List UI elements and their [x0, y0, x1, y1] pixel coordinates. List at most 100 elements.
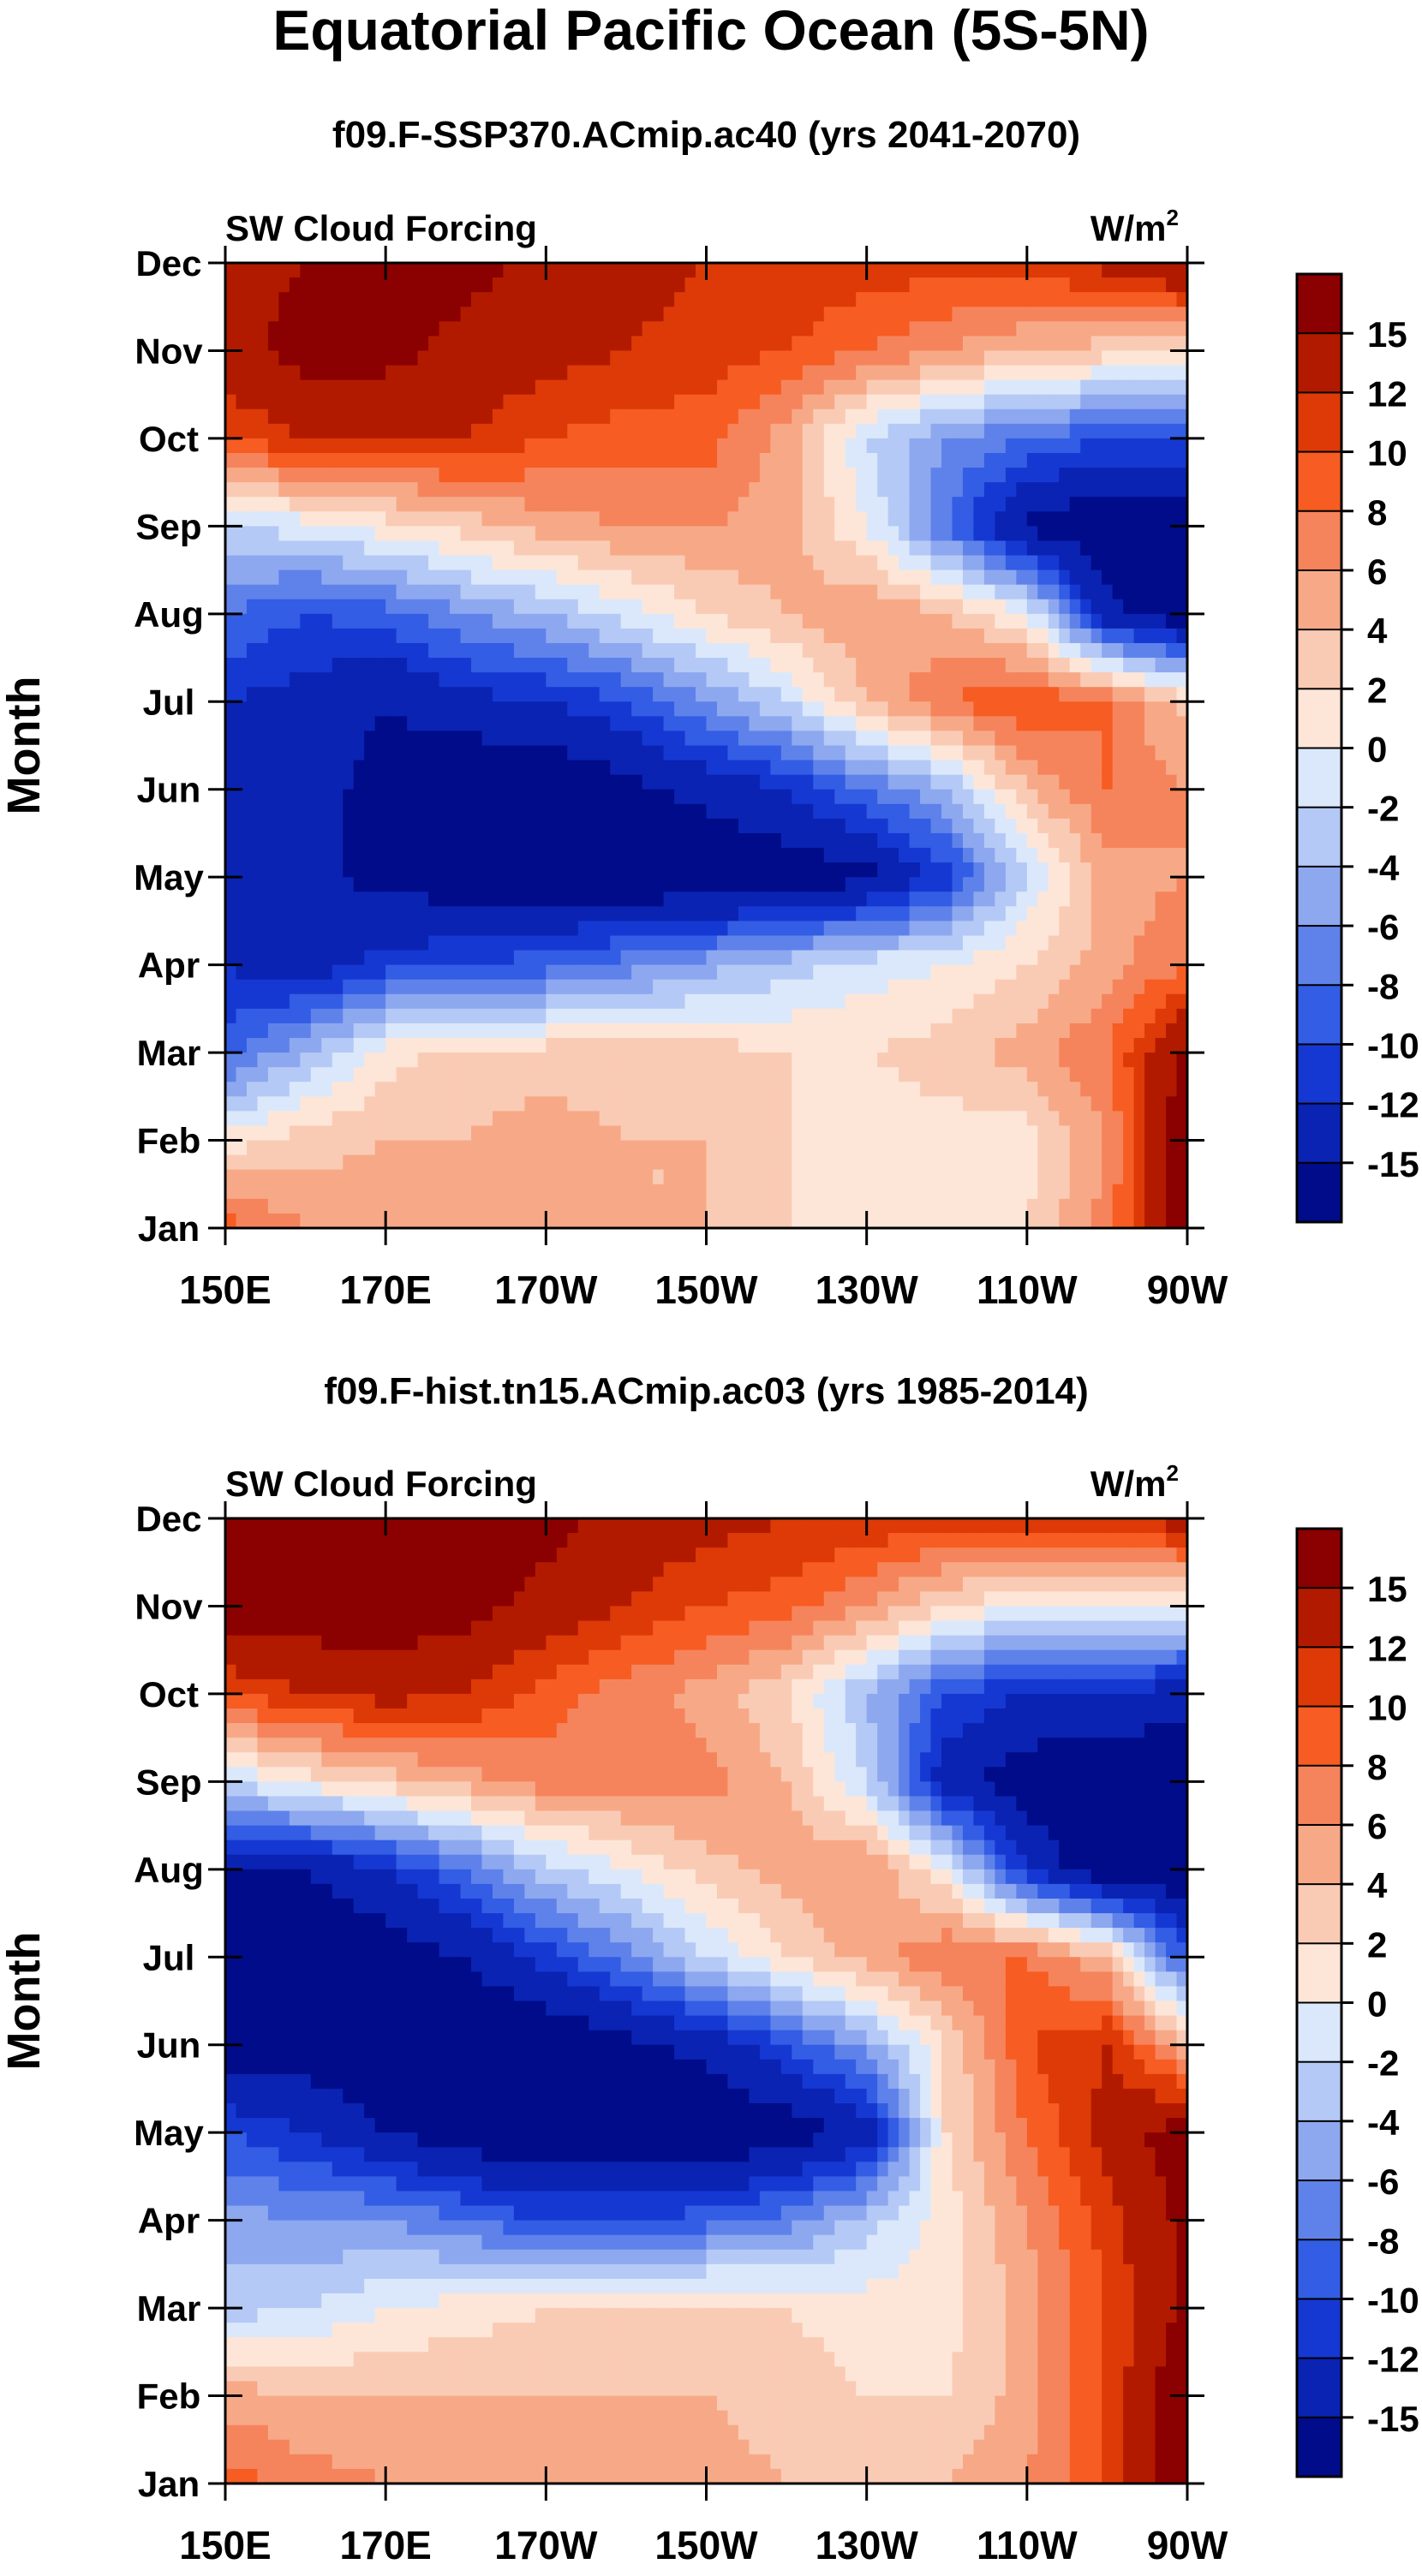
heatmap-cell [546, 511, 558, 527]
heatmap-cell [1037, 423, 1049, 439]
heatmap-cell [727, 891, 739, 907]
heatmap-cell [417, 658, 429, 673]
heatmap-cell [759, 569, 771, 586]
heatmap-cell [1112, 672, 1124, 688]
heatmap-cell [823, 891, 835, 907]
heatmap-cell [524, 1038, 536, 1053]
heatmap-cell [567, 789, 579, 805]
heatmap-cell [962, 394, 975, 410]
heatmap-cell [599, 730, 611, 747]
heatmap-cell [653, 336, 665, 352]
heatmap-cell [995, 292, 1007, 307]
heatmap-cell [1166, 628, 1178, 644]
heatmap-cell [716, 921, 729, 937]
heatmap-cell [696, 497, 708, 512]
heatmap-cell [374, 658, 386, 673]
heatmap-cell [589, 862, 600, 878]
heatmap-cell [236, 891, 248, 907]
heatmap-cell [257, 964, 269, 981]
heatmap-cell [1133, 730, 1145, 747]
heatmap-cell [1166, 321, 1178, 337]
heatmap-cell [589, 979, 600, 995]
heatmap-cell [396, 438, 408, 454]
heatmap-cell [780, 613, 792, 629]
heatmap-cell [503, 979, 515, 995]
heatmap-cell [535, 891, 547, 907]
heatmap-cell [1090, 555, 1102, 571]
heatmap-cell [385, 716, 397, 732]
heatmap-cell [631, 482, 643, 498]
heatmap-cell [385, 438, 397, 454]
heatmap-cell [1069, 482, 1081, 498]
heatmap-cell [417, 628, 429, 644]
heatmap-cell [1112, 321, 1124, 337]
heatmap-cell [995, 745, 1007, 761]
heatmap-cell [278, 584, 290, 600]
heatmap-cell [813, 862, 825, 878]
heatmap-cell [332, 658, 344, 673]
heatmap-cell [877, 599, 889, 615]
heatmap-cell [546, 789, 558, 805]
heatmap-cell [225, 993, 237, 1010]
heatmap-cell [439, 526, 451, 542]
heatmap-cell [1102, 336, 1114, 352]
heatmap-cell [364, 921, 376, 937]
heatmap-cell [321, 877, 333, 892]
heatmap-cell [770, 511, 782, 527]
heatmap-cell [834, 263, 846, 278]
heatmap-cell [1090, 628, 1102, 644]
heatmap-cell [246, 1067, 259, 1082]
heatmap-cell [1123, 818, 1135, 834]
heatmap-cell [792, 848, 804, 863]
heatmap-cell [321, 497, 333, 512]
heatmap-cell [407, 658, 419, 673]
heatmap-cell [492, 950, 505, 966]
heatmap-cell [428, 452, 440, 468]
heatmap-cell [246, 921, 259, 937]
heatmap-cell [589, 1023, 600, 1039]
heatmap-cell [642, 848, 654, 863]
heatmap-cell [450, 394, 462, 410]
heatmap-cell [343, 263, 355, 278]
heatmap-cell [823, 497, 835, 512]
heatmap-cell [738, 555, 750, 571]
heatmap-cell [1069, 921, 1081, 937]
heatmap-cell [1005, 935, 1017, 951]
heatmap-cell [941, 628, 953, 644]
heatmap-cell [503, 599, 515, 615]
heatmap-cell [407, 350, 419, 367]
heatmap-cell [866, 818, 878, 834]
heatmap-cell [930, 511, 942, 527]
heatmap-cell [620, 979, 632, 995]
heatmap-cell [610, 832, 622, 849]
heatmap-cell [267, 687, 279, 702]
heatmap-cell [321, 642, 333, 659]
heatmap-cell [546, 321, 558, 337]
heatmap-cell [973, 803, 985, 820]
heatmap-cell [460, 906, 472, 922]
heatmap-cell [610, 511, 622, 527]
heatmap-cell [343, 497, 355, 512]
heatmap-cell [556, 818, 568, 834]
heatmap-cell [909, 1023, 921, 1039]
heatmap-cell [706, 906, 718, 922]
heatmap-cell [759, 891, 771, 907]
heatmap-cell [674, 336, 686, 352]
heatmap-cell [310, 292, 322, 307]
heatmap-cell [770, 599, 782, 615]
heatmap-cell [396, 789, 408, 805]
heatmap-cell [941, 950, 953, 966]
heatmap-cell [1112, 921, 1124, 937]
figure-title: Equatorial Pacific Ocean (5S-5N) [272, 0, 1149, 62]
heatmap-cell [1102, 423, 1114, 439]
heatmap-cell [1069, 569, 1081, 586]
heatmap-cell [1037, 658, 1049, 673]
heatmap-cell [1112, 687, 1124, 702]
heatmap-cell [236, 292, 248, 307]
heatmap-cell [983, 935, 995, 951]
heatmap-cell [620, 964, 632, 981]
heatmap-cell [813, 540, 825, 557]
heatmap-cell [396, 964, 408, 981]
heatmap-cell [941, 935, 953, 951]
heatmap-cell [1133, 423, 1145, 439]
